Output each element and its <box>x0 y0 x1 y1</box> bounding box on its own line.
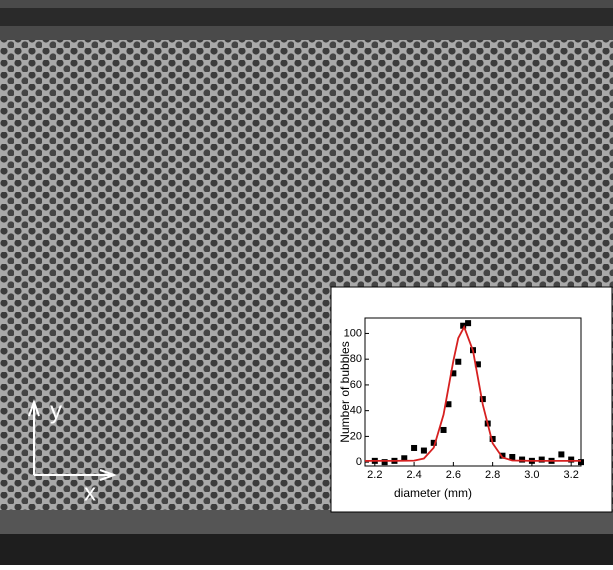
top-band-dark <box>0 8 613 26</box>
y-axis-label: Number of bubbles <box>338 341 352 442</box>
y-tick-label: 60 <box>350 379 362 391</box>
x-axis-label: diameter (mm) <box>394 486 472 500</box>
y-tick-label: 100 <box>344 327 362 339</box>
y-tick-label: 0 <box>356 456 362 468</box>
bottom-band <box>0 510 613 534</box>
y-tick-label: 20 <box>350 430 362 442</box>
data-point <box>455 358 462 365</box>
data-point <box>465 320 472 327</box>
data-point <box>460 322 467 329</box>
data-point <box>411 444 418 451</box>
data-point <box>499 452 506 459</box>
data-point <box>445 401 452 408</box>
x-tick-label: 2.2 <box>367 469 382 481</box>
x-tick-label: 3.2 <box>564 469 579 481</box>
data-point <box>538 456 545 463</box>
y-tick-label: 40 <box>350 405 362 417</box>
x-arrow-label: x <box>84 479 96 506</box>
x-tick-label: 2.6 <box>446 469 461 481</box>
data-point <box>450 370 457 377</box>
data-point <box>558 451 565 458</box>
x-tick-label: 2.4 <box>406 469 421 481</box>
data-point <box>519 456 526 463</box>
y-tick-label: 80 <box>350 353 362 365</box>
data-point <box>381 459 388 466</box>
x-tick-label: 2.8 <box>485 469 500 481</box>
data-point <box>479 396 486 403</box>
data-point <box>489 435 496 442</box>
inset-panel <box>330 286 613 513</box>
data-point <box>578 459 584 466</box>
data-point <box>568 456 575 463</box>
fit-line <box>365 324 581 462</box>
data-point <box>474 361 481 368</box>
data-point <box>420 447 427 454</box>
axes-arrows <box>28 399 117 481</box>
plot-frame <box>364 317 582 467</box>
bottom-edge <box>0 534 613 565</box>
data-point <box>401 455 408 462</box>
data-point <box>430 439 437 446</box>
data-point <box>509 453 516 460</box>
data-point <box>440 426 447 433</box>
y-arrow-label: y <box>50 397 62 424</box>
x-tick-label: 3.0 <box>524 469 539 481</box>
